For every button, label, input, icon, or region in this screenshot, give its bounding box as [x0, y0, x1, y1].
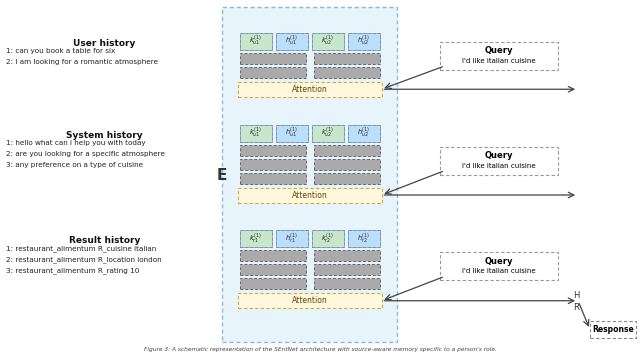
- Text: Response: Response: [592, 325, 634, 334]
- Bar: [239, 264, 305, 275]
- Bar: [239, 230, 271, 247]
- Text: 2: are you looking for a specific atmosphere: 2: are you looking for a specific atmosp…: [6, 150, 165, 157]
- Bar: [314, 158, 380, 170]
- Bar: [312, 230, 344, 247]
- Bar: [312, 230, 344, 247]
- Bar: [275, 125, 307, 141]
- Bar: [348, 125, 380, 141]
- Bar: [348, 33, 380, 50]
- Text: Attention: Attention: [292, 296, 328, 305]
- Bar: [275, 33, 307, 50]
- Bar: [314, 67, 380, 78]
- Text: H: H: [573, 291, 579, 300]
- Bar: [275, 230, 307, 247]
- Text: I'd like italian cuisine: I'd like italian cuisine: [462, 268, 536, 274]
- Bar: [237, 188, 381, 202]
- Text: $h_{r1}^{(1)}$: $h_{r1}^{(1)}$: [285, 231, 298, 246]
- Bar: [239, 33, 271, 50]
- Bar: [239, 158, 305, 170]
- Bar: [239, 125, 271, 141]
- Text: $h_{u2}^{(1)}$: $h_{u2}^{(1)}$: [357, 126, 370, 140]
- Bar: [348, 230, 380, 247]
- Text: $k_{u2}^{(1)}$: $k_{u2}^{(1)}$: [321, 34, 333, 48]
- Bar: [239, 125, 271, 141]
- Text: $k_{r1}^{(1)}$: $k_{r1}^{(1)}$: [249, 231, 262, 246]
- Bar: [314, 264, 380, 275]
- Text: Result history: Result history: [69, 236, 140, 245]
- Text: $h_{u2}^{(1)}$: $h_{u2}^{(1)}$: [357, 34, 370, 48]
- Text: System history: System history: [66, 131, 143, 140]
- Bar: [275, 125, 307, 141]
- Bar: [275, 33, 307, 50]
- Bar: [312, 33, 344, 50]
- Text: I'd like italian cuisine: I'd like italian cuisine: [462, 162, 536, 168]
- Text: $h_{u1}^{(1)}$: $h_{u1}^{(1)}$: [285, 126, 298, 140]
- Bar: [239, 33, 271, 50]
- Bar: [314, 278, 380, 289]
- Text: $h_{u1}^{(1)}$: $h_{u1}^{(1)}$: [285, 34, 298, 48]
- Bar: [239, 230, 271, 247]
- Text: Attention: Attention: [292, 85, 328, 94]
- Text: Figure 3: A schematic representation of the SEntNet architecture with source-awa: Figure 3: A schematic representation of …: [143, 347, 497, 352]
- Bar: [312, 125, 344, 141]
- Text: $k_{u1}^{(1)}$: $k_{u1}^{(1)}$: [249, 34, 262, 48]
- Text: R: R: [573, 303, 579, 312]
- Text: $k_{r2}^{(1)}$: $k_{r2}^{(1)}$: [321, 231, 333, 246]
- Bar: [312, 125, 344, 141]
- Bar: [314, 250, 380, 261]
- Text: Attention: Attention: [292, 190, 328, 199]
- Text: 1: hello what can i help you with today: 1: hello what can i help you with today: [6, 140, 146, 145]
- Bar: [239, 172, 305, 184]
- Bar: [348, 230, 380, 247]
- Bar: [314, 172, 380, 184]
- Bar: [275, 230, 307, 247]
- Text: $k_{u1}^{(1)}$: $k_{u1}^{(1)}$: [249, 126, 262, 140]
- Text: E: E: [217, 167, 227, 183]
- Bar: [222, 7, 397, 342]
- Text: 3: any preference on a type of cuisine: 3: any preference on a type of cuisine: [6, 162, 143, 167]
- Bar: [440, 42, 558, 70]
- Text: I'd like italian cuisine: I'd like italian cuisine: [462, 58, 536, 64]
- Text: 3: restaurant_alimentum R_rating 10: 3: restaurant_alimentum R_rating 10: [6, 267, 140, 274]
- Bar: [312, 33, 344, 50]
- Bar: [348, 125, 380, 141]
- Text: Query: Query: [484, 151, 513, 160]
- Bar: [239, 53, 305, 64]
- Text: 1: can you book a table for six: 1: can you book a table for six: [6, 48, 115, 54]
- Text: 2: restaurant_alimentum R_location london: 2: restaurant_alimentum R_location londo…: [6, 256, 162, 263]
- Bar: [314, 53, 380, 64]
- Text: $h_{r2}^{(1)}$: $h_{r2}^{(1)}$: [357, 231, 370, 246]
- Text: User history: User history: [74, 39, 136, 48]
- Text: Query: Query: [484, 257, 513, 266]
- Text: 1: restaurant_alimentum R_cuisine italian: 1: restaurant_alimentum R_cuisine italia…: [6, 245, 156, 252]
- Text: $k_{u2}^{(1)}$: $k_{u2}^{(1)}$: [321, 126, 333, 140]
- Bar: [440, 252, 558, 280]
- Bar: [237, 293, 381, 308]
- Bar: [348, 33, 380, 50]
- Bar: [239, 144, 305, 156]
- Bar: [239, 67, 305, 78]
- Bar: [237, 82, 381, 97]
- Text: Query: Query: [484, 46, 513, 55]
- Bar: [440, 147, 558, 175]
- Text: 2: I am looking for a romantic atmosphere: 2: I am looking for a romantic atmospher…: [6, 59, 158, 65]
- Bar: [314, 144, 380, 156]
- Bar: [239, 278, 305, 289]
- Bar: [239, 250, 305, 261]
- Bar: [590, 321, 636, 338]
